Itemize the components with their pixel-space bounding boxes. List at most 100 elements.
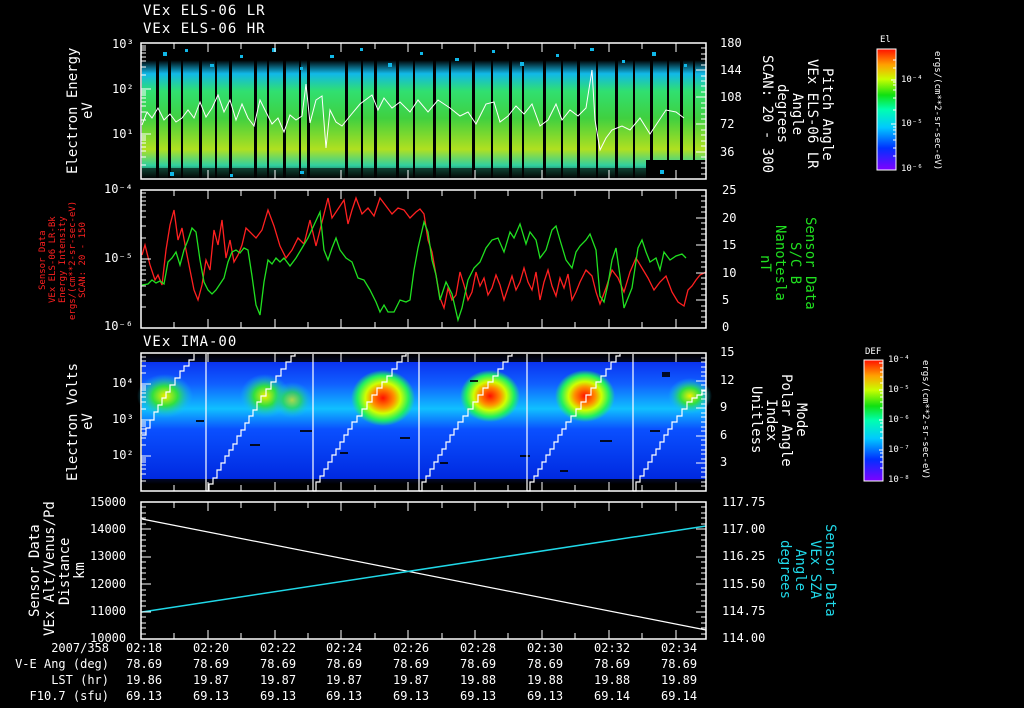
panel2-ytick: 10⁻⁵ <box>104 251 133 265</box>
panel4-ytick: 14000 <box>90 522 127 536</box>
colorbar-def <box>863 359 884 482</box>
panel2-ylabel-left: Sensor Data VEx ELS-06 LR-Bk Energy Inte… <box>38 200 88 320</box>
panel3-ytick: 10² <box>112 448 134 462</box>
panel4-ytick: 11000 <box>90 604 127 618</box>
time-label: 02:20 <box>193 641 230 655</box>
time-label: 02:28 <box>460 641 497 655</box>
colorbar-el-tick: 10⁻⁶ <box>901 164 923 174</box>
lst-value: 19.87 <box>260 673 297 687</box>
panel2-ytick: 10⁻⁴ <box>104 182 133 196</box>
panel3-ytick-right: 6 <box>720 428 728 442</box>
panel1-ylabel-left: Electron Energy eV <box>65 47 96 175</box>
panel3-title: VEx IMA-00 <box>143 334 238 350</box>
altitude-trace <box>141 518 707 631</box>
lst-value: 19.89 <box>661 673 698 687</box>
pitch-angle-trace <box>141 69 685 152</box>
panel4-ytick: 13000 <box>90 549 127 563</box>
f107-value: 69.14 <box>661 689 698 703</box>
f107-value: 69.13 <box>527 689 564 703</box>
colorbar-def-tick: 10⁻⁷ <box>888 445 910 455</box>
panel2-ytick-right: 15 <box>722 238 737 252</box>
magnetic-field-trace <box>141 209 687 323</box>
panel3-spectrogram <box>137 354 712 492</box>
colorbar-def-units: ergs/(cm**2-sr-sec-eV) <box>920 360 930 480</box>
lst-value: 19.86 <box>126 673 163 687</box>
panel1-ylabel-right: Pitch Angle VEx ELS-06 LR Angle degrees … <box>759 54 835 173</box>
f107-value: 69.13 <box>260 689 297 703</box>
time-label: 02:24 <box>326 641 363 655</box>
footer-label-lst: LST (hr) <box>51 673 109 687</box>
footer-label-date: 2007/358 <box>51 641 109 655</box>
colorbar-el-tick: 10⁻⁵ <box>901 119 923 129</box>
panel3-ytick-right: 15 <box>720 345 735 359</box>
panel4-ylabel-left: Sensor Data VEx Alt/Venus/Pd Distance km <box>27 501 88 636</box>
lst-value: 19.87 <box>193 673 230 687</box>
panel1-ytick: 10² <box>112 82 134 96</box>
lst-value: 19.88 <box>527 673 564 687</box>
time-label: 02:32 <box>594 641 631 655</box>
ve-ang-value: 78.69 <box>460 657 497 671</box>
panel4-ytick-right: 117.75 <box>722 495 766 509</box>
ve-ang-value: 78.69 <box>326 657 363 671</box>
ve-ang-value: 78.69 <box>193 657 230 671</box>
panel4-ytick-right: 115.50 <box>722 577 766 591</box>
panel1-ytick-right: 72 <box>720 117 735 131</box>
colorbar-el <box>876 48 897 171</box>
panel4-ytick: 12000 <box>90 577 127 591</box>
ve-ang-value: 78.69 <box>594 657 631 671</box>
f107-value: 69.13 <box>126 689 163 703</box>
panel4-ytick-right: 116.25 <box>722 549 766 563</box>
colorbar-def-tick: 10⁻⁵ <box>888 385 910 395</box>
ve-ang-value: 78.69 <box>393 657 430 671</box>
time-label: 02:34 <box>661 641 698 655</box>
panel4-ytick-right: 114.00 <box>722 631 766 645</box>
y-ticks <box>141 42 706 640</box>
panel4-ytick-right: 114.75 <box>722 604 766 618</box>
panel1-ytick-right: 180 <box>720 36 742 50</box>
panel2-lines <box>141 196 707 323</box>
colorbar-def-tick: 10⁻⁶ <box>888 415 910 425</box>
time-label: 02:30 <box>527 641 564 655</box>
colorbar-def-title: DEF <box>865 347 882 357</box>
colorbar-def-tick: 10⁻⁸ <box>888 475 910 485</box>
panel2-ytick-right: 5 <box>722 293 730 307</box>
panel1-title-lr: VEx ELS-06 LR <box>143 3 266 19</box>
panel1-title-hr: VEx ELS-06 HR <box>143 21 266 37</box>
panel3-ytick-right: 9 <box>720 400 728 414</box>
sza-trace <box>141 525 707 613</box>
f107-value: 69.14 <box>594 689 631 703</box>
time-label: 02:22 <box>260 641 297 655</box>
panel2-ylabel-right: Sensor Data S/C B Nanotesla nT <box>757 216 818 310</box>
panel1-ytick: 10¹ <box>112 127 134 141</box>
ve-ang-value: 78.69 <box>126 657 163 671</box>
colorbar-el-tick: 10⁻⁴ <box>901 75 923 85</box>
footer-label-ve-ang: V-E Ang (deg) <box>15 657 109 671</box>
panel1-ytick-right: 108 <box>720 90 742 104</box>
panel3-ylabel-right: Mode Polar Angle Index Unitless <box>748 373 809 467</box>
panel1-ytick-right: 36 <box>720 145 735 159</box>
panel3-ylabel-left: Electron Volts eV <box>65 363 96 482</box>
colorbar-el-units: ergs/(cm**2-sr-sec-eV) <box>932 51 942 171</box>
lst-value: 19.88 <box>460 673 497 687</box>
panel2-ytick-right: 20 <box>722 211 737 225</box>
panel4-ytick: 15000 <box>90 495 127 509</box>
f107-value: 69.13 <box>460 689 497 703</box>
panel4-ytick-right: 117.00 <box>722 522 766 536</box>
lst-value: 19.87 <box>326 673 363 687</box>
panel2-ytick-right: 0 <box>722 320 730 334</box>
colorbar-el-title: El <box>880 35 891 45</box>
panel1-ytick: 10³ <box>112 37 134 51</box>
panel2-ytick: 10⁻⁶ <box>104 319 133 333</box>
f107-value: 69.13 <box>393 689 430 703</box>
panel4-ytick: 10000 <box>90 631 127 645</box>
panel3-ytick-right: 3 <box>720 455 728 469</box>
ve-ang-value: 78.69 <box>661 657 698 671</box>
f107-value: 69.13 <box>193 689 230 703</box>
panel3-ytick-right: 12 <box>720 373 735 387</box>
ve-ang-value: 78.69 <box>527 657 564 671</box>
lst-value: 19.87 <box>393 673 430 687</box>
panel2-ytick-right: 10 <box>722 266 737 280</box>
panel1-ytick-right: 144 <box>720 63 742 77</box>
ve-ang-value: 78.69 <box>260 657 297 671</box>
